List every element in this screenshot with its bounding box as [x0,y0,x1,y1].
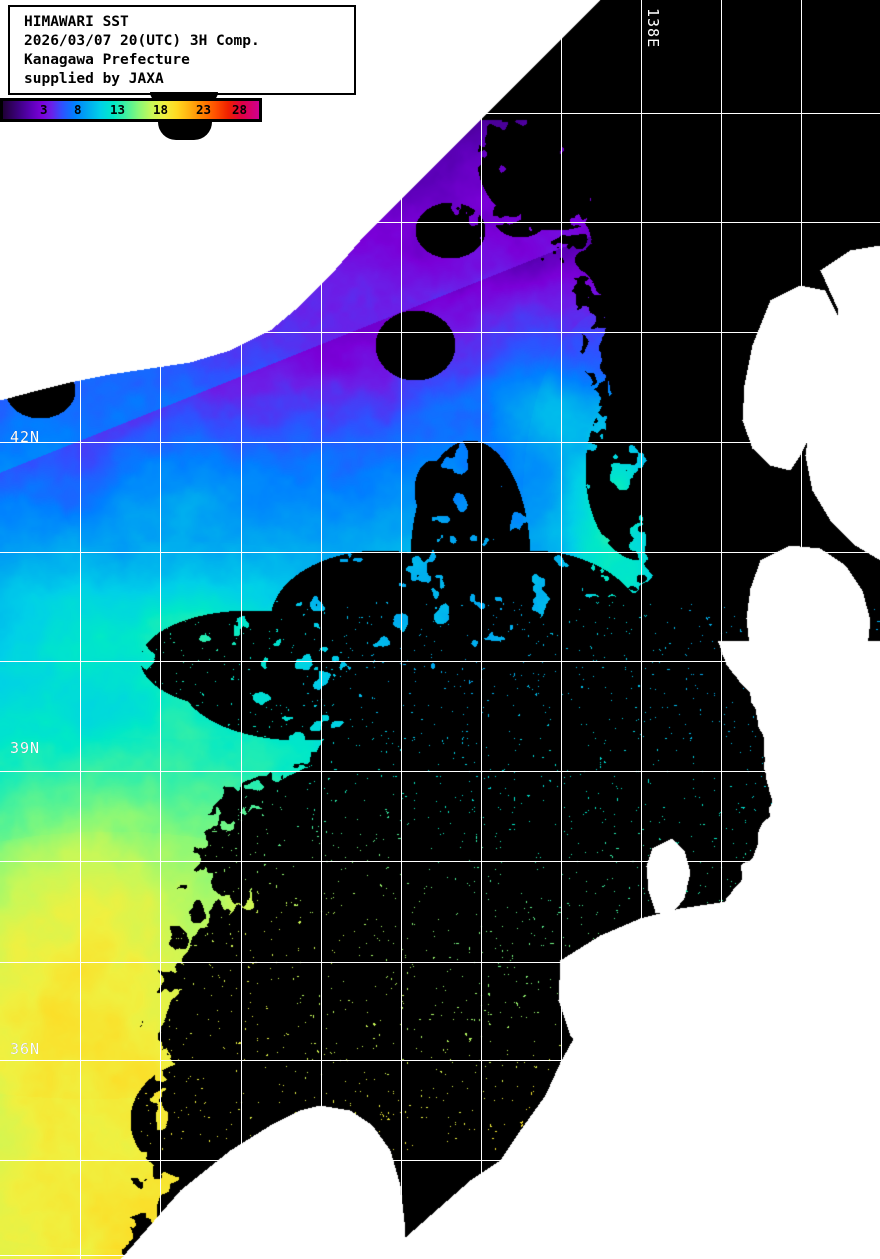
colorbar: 3 8 13 18 23 28 [0,92,262,140]
colorbar-tick-28: 28 [232,102,248,117]
title-credit: supplied by JAXA [24,71,164,87]
colorbar-gradient [3,101,259,119]
colorbar-notch-top [150,92,218,102]
lat-label-42n: 42N [10,428,41,446]
colorbar-tick-18: 18 [153,102,169,117]
title-product: HIMAWARI SST [24,14,129,30]
title-legend-box: HIMAWARI SST 2026/03/07 20(UTC) 3H Comp.… [8,5,356,95]
colorbar-tick-3: 3 [40,102,48,117]
colorbar-tick-8: 8 [74,102,82,117]
lat-label-36n: 36N [10,1040,41,1058]
colorbar-tick-23: 23 [196,102,212,117]
lon-label-138e: 138E [644,8,662,49]
title-region: Kanagawa Prefecture [24,52,190,68]
colorbar-tick-13: 13 [110,102,126,117]
title-datetime: 2026/03/07 20(UTC) 3H Comp. [24,33,260,49]
colorbar-notch-bottom [158,122,212,140]
lat-label-39n: 39N [10,739,41,757]
